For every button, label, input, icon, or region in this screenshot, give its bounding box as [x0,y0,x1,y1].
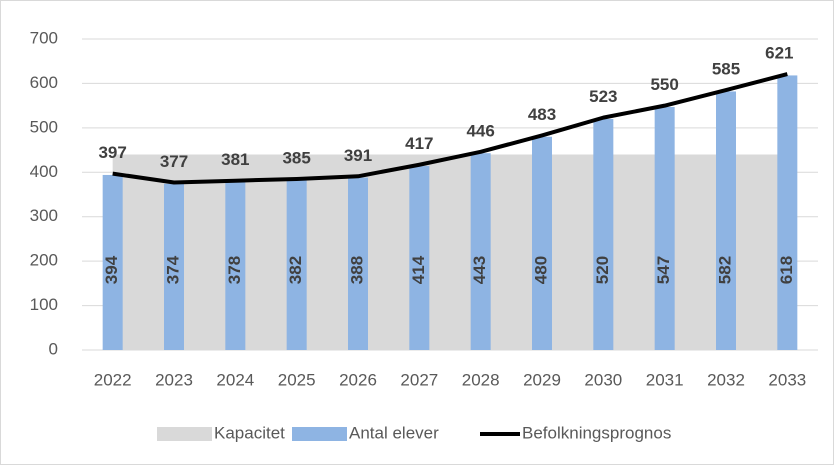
legend-swatch [292,427,347,441]
x-tick-label: 2025 [278,370,316,389]
bar [532,136,552,350]
legend-swatch [157,427,212,441]
bar-value-label: 382 [286,256,305,284]
bar-value-label: 618 [777,256,796,284]
x-tick-label: 2027 [400,370,438,389]
x-tick-label: 2022 [94,370,132,389]
bar [225,182,246,350]
x-tick-label: 2028 [462,370,500,389]
line-value-label: 377 [160,152,188,171]
y-tick-label: 600 [30,73,58,92]
x-tick-label: 2033 [768,370,806,389]
line-value-label: 621 [765,44,793,63]
bar [777,75,798,350]
y-tick-label: 700 [30,28,58,47]
bar [164,183,184,350]
bar-value-label: 520 [593,256,612,284]
x-tick-label: 2023 [155,370,193,389]
x-tick-label: 2029 [523,370,561,389]
bar [593,118,614,350]
bar-value-label: 388 [347,256,366,284]
y-tick-label: 500 [30,117,58,136]
legend-label: Kapacitet [214,423,285,442]
bar [716,91,736,350]
line-value-label: 523 [589,87,617,106]
bar-value-label: 414 [409,255,428,284]
bar [348,177,368,350]
line-value-label: 397 [98,143,126,162]
line-value-label: 585 [712,60,740,79]
bar-value-label: 394 [102,255,121,284]
bar-value-label: 443 [470,256,489,284]
legend-label: Antal elever [349,423,439,442]
y-tick-label: 0 [49,339,58,358]
bar [286,180,307,350]
y-tick-label: 200 [30,251,58,270]
bar [102,174,123,350]
line-value-label: 446 [466,121,494,140]
x-tick-label: 2026 [339,370,377,389]
y-tick-label: 100 [30,295,58,314]
bar [470,153,491,350]
line-value-label: 385 [282,148,310,167]
line-value-label: 381 [221,150,249,169]
legend-label: Befolkningsprognos [522,423,671,442]
x-tick-label: 2024 [216,370,254,389]
y-tick-label: 300 [30,206,58,225]
line [112,72,788,185]
x-tick-label: 2030 [584,370,622,389]
bar-value-label: 374 [163,255,182,284]
line-value-label: 483 [528,105,556,124]
y-tick-label: 400 [30,162,58,181]
bar-value-label: 547 [654,256,673,284]
line-value-label: 550 [650,75,678,94]
area [112,154,788,350]
bar-value-label: 378 [225,256,244,284]
bar-value-label: 582 [715,256,734,284]
line-value-label: 417 [405,134,433,153]
x-tick-label: 2031 [646,370,684,389]
x-tick-label: 2032 [707,370,745,389]
bar-value-label: 480 [531,256,550,284]
bar [654,106,675,351]
bar [409,166,430,350]
line-value-label: 391 [344,146,372,165]
